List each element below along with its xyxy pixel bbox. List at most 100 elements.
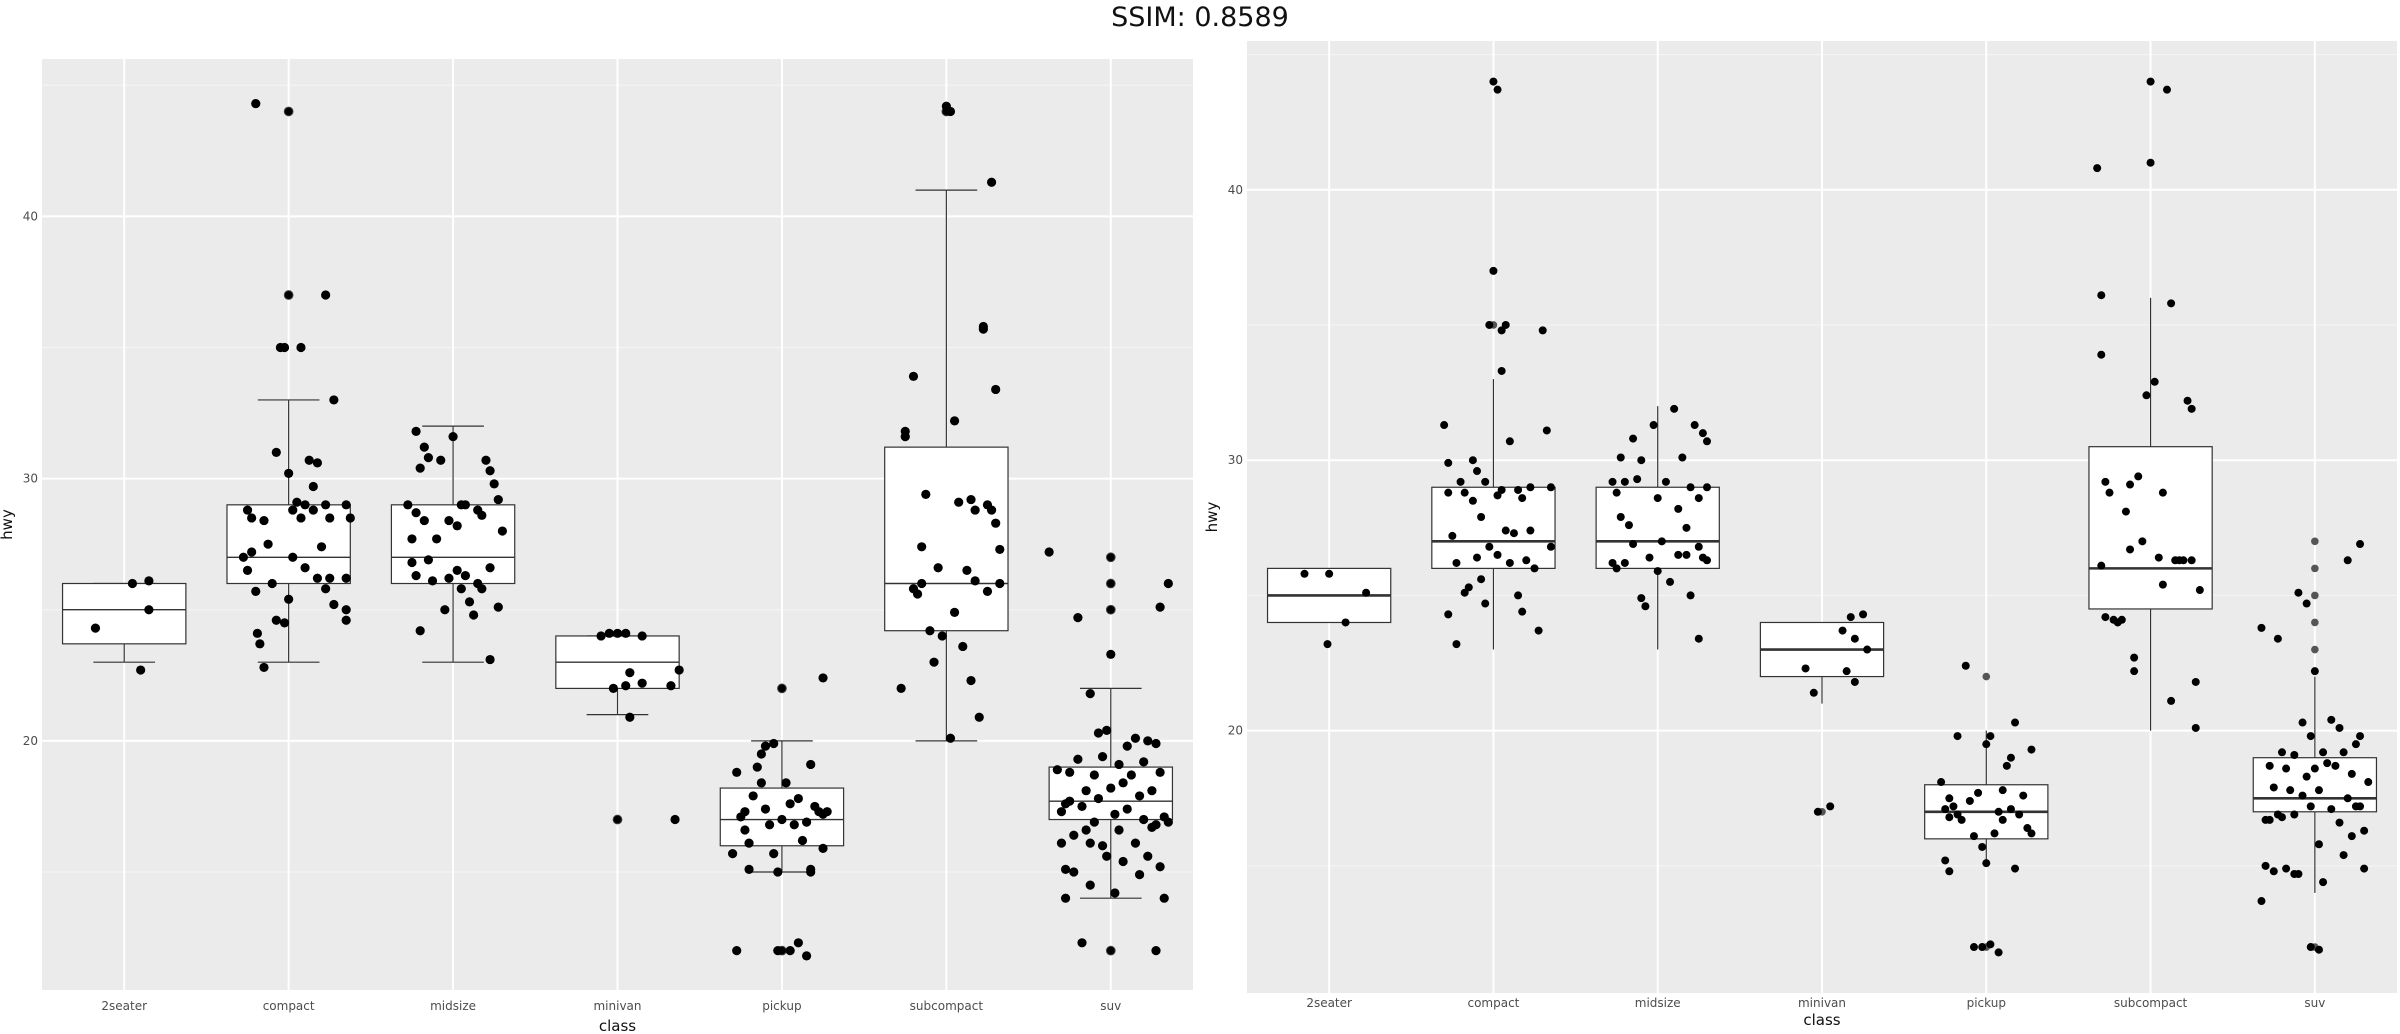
data-point	[2105, 488, 2114, 497]
data-point	[806, 759, 816, 770]
data-point	[2006, 753, 2015, 762]
data-point	[407, 557, 417, 568]
data-point	[1682, 523, 1691, 532]
data-point	[144, 605, 154, 615]
data-point	[1538, 326, 1547, 335]
data-point	[1546, 483, 1555, 492]
data-point	[2302, 599, 2311, 608]
data-point	[2286, 786, 2295, 795]
data-point	[2191, 677, 2200, 686]
data-point	[2282, 764, 2291, 773]
outlier-point	[612, 814, 623, 825]
data-point	[1489, 266, 1498, 275]
data-point	[485, 466, 495, 476]
data-point	[793, 938, 803, 948]
data-point	[1986, 732, 1995, 741]
outlier-point	[1105, 552, 1116, 563]
data-point	[1481, 477, 1490, 486]
data-point	[1505, 437, 1514, 446]
y-tick-label: 20	[23, 734, 38, 748]
data-point	[2269, 867, 2278, 876]
x-tick-label: minivan	[1798, 996, 1846, 1010]
data-point	[1990, 829, 1999, 838]
x-tick-label: suv	[1100, 999, 1121, 1013]
data-point	[1953, 810, 1962, 819]
data-point	[625, 668, 635, 678]
x-tick-label: compact	[1467, 996, 1519, 1010]
data-point	[1044, 547, 1054, 557]
data-point	[1620, 477, 1629, 486]
x-axis-title: class	[1803, 1011, 1840, 1029]
data-point	[2138, 537, 2147, 546]
data-point	[1081, 786, 1091, 796]
data-point	[2187, 404, 2196, 413]
data-point	[781, 778, 791, 788]
data-point	[415, 626, 425, 636]
data-point	[341, 615, 351, 625]
data-point	[300, 563, 310, 573]
data-point	[2310, 667, 2319, 676]
data-point	[1122, 804, 1132, 814]
data-point	[448, 432, 458, 442]
data-point	[1953, 732, 1962, 741]
data-point	[769, 849, 779, 859]
data-point	[744, 838, 754, 848]
data-point	[1060, 799, 1071, 809]
data-point	[252, 628, 263, 638]
data-point	[1155, 602, 1165, 612]
data-point	[271, 447, 281, 457]
data-point	[1522, 556, 1531, 565]
data-point	[1694, 542, 1703, 551]
data-point	[2290, 870, 2299, 878]
data-point	[90, 623, 101, 633]
data-point	[925, 626, 935, 636]
data-point	[621, 628, 631, 638]
data-point	[321, 290, 331, 300]
box-subcompact	[884, 189, 1009, 742]
data-point	[756, 749, 766, 759]
data-point	[1085, 689, 1095, 699]
data-point	[2314, 786, 2323, 795]
data-point	[1698, 429, 1707, 438]
data-point	[1703, 556, 1711, 565]
data-point	[1151, 820, 1161, 830]
data-point	[1130, 838, 1141, 848]
data-point	[777, 814, 787, 825]
data-point	[1060, 864, 1071, 874]
data-point	[2195, 586, 2204, 595]
data-point	[1126, 770, 1136, 780]
data-point	[308, 481, 318, 492]
data-point	[801, 817, 812, 827]
data-point	[1620, 558, 1629, 567]
data-point	[1514, 485, 1523, 494]
data-point	[732, 767, 742, 777]
data-point	[2179, 556, 2188, 565]
box-iqr	[884, 446, 1009, 632]
data-point	[1085, 880, 1095, 890]
data-point	[995, 578, 1005, 589]
data-point	[978, 321, 988, 332]
data-point	[748, 791, 758, 801]
data-point	[2360, 826, 2369, 835]
data-point	[2347, 832, 2356, 841]
data-point	[2134, 472, 2143, 481]
y-tick-label: 40	[1228, 183, 1243, 197]
data-point	[1530, 564, 1539, 573]
data-point	[1118, 778, 1128, 788]
data-point	[1056, 807, 1067, 817]
data-point	[2130, 653, 2139, 662]
data-point	[1813, 807, 1822, 816]
data-point	[2121, 507, 2130, 516]
data-point	[2343, 794, 2352, 803]
data-point	[1949, 802, 1958, 811]
data-point	[444, 573, 454, 583]
data-point	[1151, 738, 1161, 749]
data-point	[2150, 377, 2159, 386]
data-point	[1945, 813, 1954, 822]
data-point	[2319, 878, 2328, 887]
data-point	[2023, 824, 2032, 833]
data-point	[1969, 943, 1978, 952]
data-point	[625, 712, 635, 722]
data-point	[423, 453, 434, 463]
x-axis-title: class	[599, 1017, 636, 1034]
